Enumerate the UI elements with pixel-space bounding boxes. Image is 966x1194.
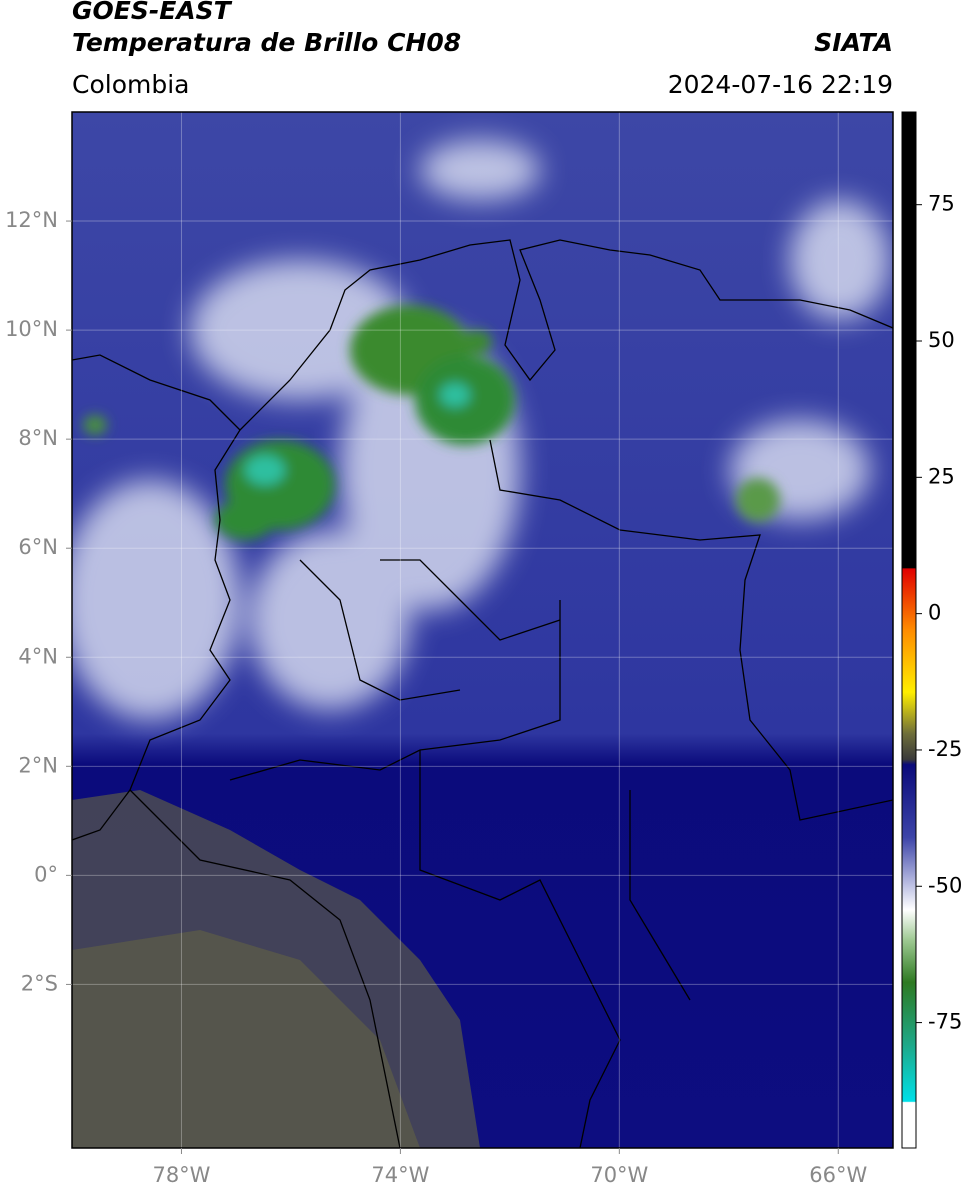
colorbar-tick-label: 75 xyxy=(928,192,955,216)
colorbar-tick-label: 50 xyxy=(928,328,955,352)
x-tick-label: 78°W xyxy=(152,1163,210,1187)
agency: SIATA xyxy=(814,28,893,57)
map-frame xyxy=(71,111,894,1149)
y-tick-label: 10°N xyxy=(5,317,58,341)
colorbar-tick-label: 25 xyxy=(928,464,955,488)
y-tick-label: 8°N xyxy=(18,426,58,450)
colorbar xyxy=(901,111,917,1149)
x-tick-label: 70°W xyxy=(590,1163,648,1187)
datetime: 2024-07-16 22:19 xyxy=(668,70,893,99)
satellite: GOES-EAST xyxy=(72,0,233,25)
region: Colombia xyxy=(72,70,189,99)
y-tick-label: 0° xyxy=(34,862,58,886)
y-tick-label: 4°N xyxy=(18,644,58,668)
y-tick-label: 12°N xyxy=(5,208,58,232)
grid xyxy=(72,112,893,1148)
product: Temperatura de Brillo CH08 xyxy=(72,28,461,57)
x-tick-label: 66°W xyxy=(809,1163,867,1187)
y-tick-label: 2°S xyxy=(21,971,58,995)
x-tick-label: 74°W xyxy=(371,1163,429,1187)
colorbar-tick-label: 0 xyxy=(928,601,941,625)
colorbar-tick-label: -25 xyxy=(928,737,962,761)
y-tick-label: 6°N xyxy=(18,535,58,559)
satellite-image xyxy=(72,112,893,1148)
y-tick-label: 2°N xyxy=(18,753,58,777)
colorbar-tick-label: -50 xyxy=(928,873,962,897)
colorbar-tick-label: -75 xyxy=(928,1010,962,1034)
